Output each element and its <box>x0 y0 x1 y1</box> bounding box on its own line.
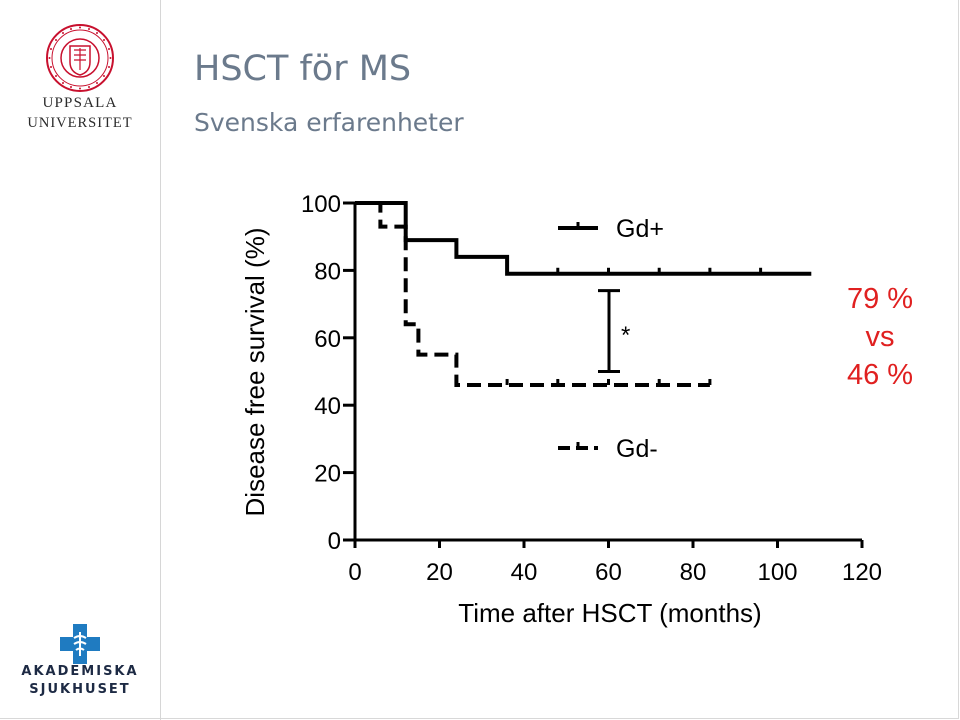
y-tick-label: 20 <box>314 461 341 488</box>
x-tick-label: 100 <box>757 559 797 586</box>
x-tick-label: 20 <box>426 559 453 586</box>
series-line-gd-plus <box>355 201 812 276</box>
y-axis-label: Disease free survival (%) <box>240 228 270 517</box>
annotation-value-gd-plus: 79 % <box>846 283 914 315</box>
comparison-annotation: 79 % vs 46 % <box>830 280 930 394</box>
y-tick-label: 80 <box>314 258 341 285</box>
akademiska-cross-icon <box>60 624 100 664</box>
legend-label: Gd- <box>616 435 658 463</box>
y-tick-label: 60 <box>314 326 341 353</box>
x-tick-label: 60 <box>595 559 622 586</box>
x-tick-label: 40 <box>511 559 538 586</box>
university-name-line2: UNIVERSITET <box>27 115 133 131</box>
slide-title: HSCT för MS <box>194 49 412 89</box>
uppsala-seal-icon <box>46 24 114 92</box>
series-line-gd-minus <box>355 201 710 387</box>
annotation-value-gd-minus: 46 % <box>846 359 914 391</box>
sidebar-divider <box>160 0 161 720</box>
x-axis-label: Time after HSCT (months) <box>458 598 761 628</box>
annotation-vs: vs <box>865 321 895 353</box>
x-tick-label: 120 <box>842 559 882 586</box>
hospital-name-line2: SJUKHUSET <box>29 682 131 697</box>
university-name-line1: UPPSALA <box>42 95 118 111</box>
x-tick-label: 0 <box>348 559 361 586</box>
y-tick-label: 100 <box>301 191 341 218</box>
x-tick-label: 80 <box>680 559 707 586</box>
y-tick-label: 0 <box>328 528 341 555</box>
legend-label: Gd+ <box>616 215 664 243</box>
y-tick-label: 40 <box>314 393 341 420</box>
slide-subtitle: Svenska erfarenheter <box>194 108 464 137</box>
hospital-name-line1: AKADEMISKA <box>21 664 139 679</box>
significance-star: * <box>621 322 630 349</box>
